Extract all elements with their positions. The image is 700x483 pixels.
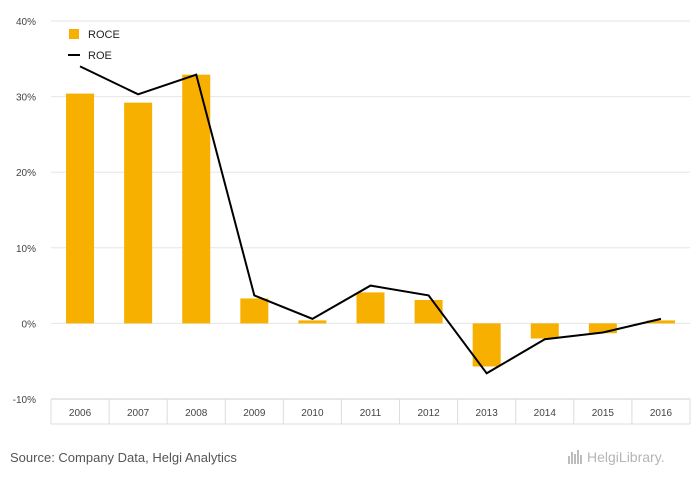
x-tick-label: 2011 xyxy=(360,408,382,419)
roce-bar xyxy=(646,320,675,324)
y-tick-label: -10% xyxy=(13,395,36,406)
y-tick-label: 0% xyxy=(22,319,37,330)
x-tick-label: 2009 xyxy=(243,408,266,419)
library-icon xyxy=(568,450,583,464)
x-tick-label: 2010 xyxy=(301,408,324,419)
roce-bar xyxy=(530,323,559,339)
y-axis: -10% 0% 10% 20% 30% 40% xyxy=(13,17,36,406)
legend-label-roce: ROCE xyxy=(88,29,120,41)
y-tick-label: 30% xyxy=(16,93,36,104)
x-tick-label: 2006 xyxy=(69,408,92,419)
x-axis: 2006 2007 2008 2009 2010 2011 2012 2013 2014 2015… xyxy=(50,398,691,425)
x-tick-label: 2016 xyxy=(650,408,673,419)
roce-bar xyxy=(356,292,385,324)
roce-bar xyxy=(588,323,617,334)
x-tick-label: 2012 xyxy=(417,408,440,419)
roce-bar xyxy=(124,102,153,324)
source-note: Source: Company Data, Helgi Analytics xyxy=(10,450,237,465)
y-tick-label: 40% xyxy=(16,17,36,28)
roce-bar xyxy=(298,320,327,324)
helgi-library-logo: HelgiLibrary. xyxy=(568,449,665,465)
legend-label-roe: ROE xyxy=(88,50,112,62)
legend-swatch-roce xyxy=(69,29,79,39)
x-tick-label: 2008 xyxy=(185,408,208,419)
roce-bar xyxy=(240,298,269,324)
x-tick-label: 2013 xyxy=(476,408,499,419)
roce-bars xyxy=(66,74,675,367)
y-tick-label: 10% xyxy=(16,244,36,255)
logo-text: HelgiLibrary. xyxy=(587,449,665,465)
legend: ROCE ROE xyxy=(68,29,120,62)
x-tick-label: 2015 xyxy=(592,408,615,419)
x-tick-label: 2014 xyxy=(534,408,557,419)
roce-bar xyxy=(182,74,211,324)
x-tick-label: 2007 xyxy=(127,408,150,419)
roe-series-line xyxy=(79,65,662,375)
roce-bar xyxy=(66,93,95,324)
chart: -10%0%10%20%30%40% 2006 2007 2008 2009 2010 2… xyxy=(13,17,691,425)
roce-bar xyxy=(414,299,443,324)
roe-line xyxy=(79,65,662,375)
y-tick-label: 20% xyxy=(16,168,36,179)
